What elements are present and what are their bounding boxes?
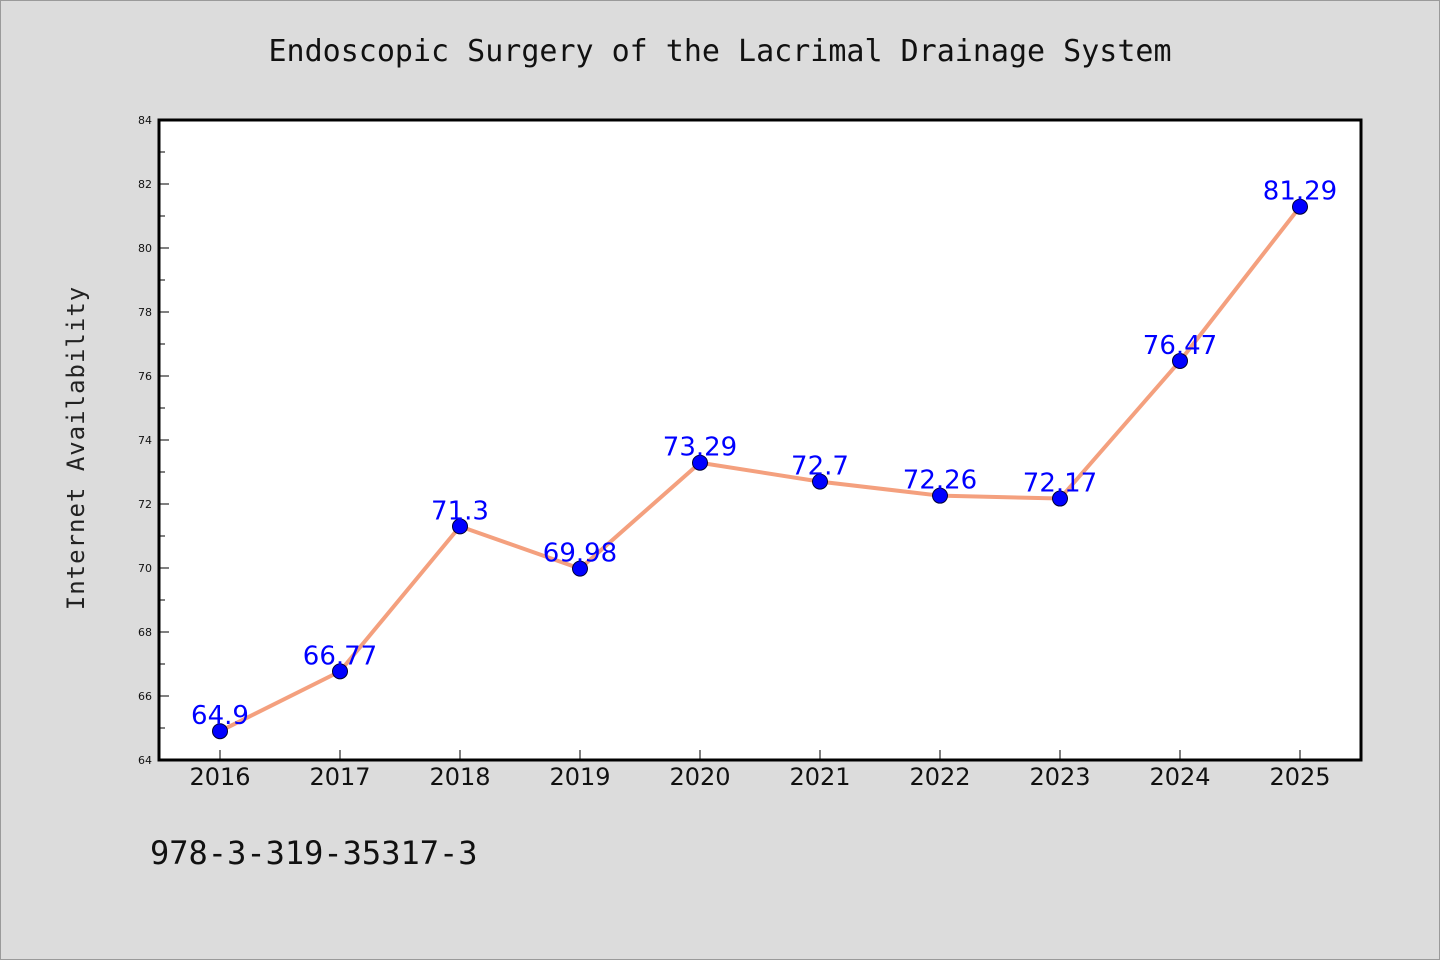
data-label: 73.29 [663,433,737,463]
data-point [1292,198,1308,215]
data-label: 81.29 [1263,177,1337,207]
data-label: 72.7 [791,452,849,482]
x-tick-label: 2023 [1029,763,1090,791]
y-tick-label: 68 [138,626,152,639]
x-tick-label: 2025 [1269,763,1330,791]
footnote-isbn: 978-3-319-35317-3 [150,834,478,872]
data-point [692,454,708,471]
x-tick-label: 2020 [669,763,730,791]
data-point [212,723,228,740]
y-tick-label: 74 [138,434,152,447]
y-tick-label: 80 [138,242,152,255]
data-label: 72.17 [1023,469,1097,499]
x-tick-label: 2018 [429,763,490,791]
data-label: 71.3 [431,496,489,526]
data-point [332,663,348,680]
x-tick-label: 2024 [1149,763,1210,791]
data-point [572,560,588,577]
y-tick-label: 78 [138,306,152,319]
y-tick-label: 76 [138,370,152,383]
data-label: 64.9 [191,701,249,731]
data-point [932,487,948,504]
data-point [812,473,828,490]
data-label: 76.47 [1143,331,1217,361]
plot-frame [157,118,1363,762]
y-tick-label: 82 [138,178,152,191]
y-tick-label: 72 [138,498,152,511]
data-point [1172,352,1188,369]
data-point [452,518,468,535]
data-label: 66.77 [303,641,377,671]
x-tick-label: 2016 [189,763,250,791]
data-point [1052,490,1068,507]
series-line [219,205,1302,733]
x-tick-label: 2019 [549,763,610,791]
data-label: 72.26 [903,466,977,496]
x-tick-label: 2021 [789,763,850,791]
x-tick-label: 2022 [909,763,970,791]
data-label: 69.98 [543,539,617,569]
y-tick-label: 64 [138,754,152,767]
y-tick-label: 70 [138,562,152,575]
y-tick-label: 84 [138,114,152,127]
x-tick-label: 2017 [309,763,370,791]
chart-title: Endoscopic Surgery of the Lacrimal Drain… [268,34,1172,69]
y-tick-label: 66 [138,690,152,703]
